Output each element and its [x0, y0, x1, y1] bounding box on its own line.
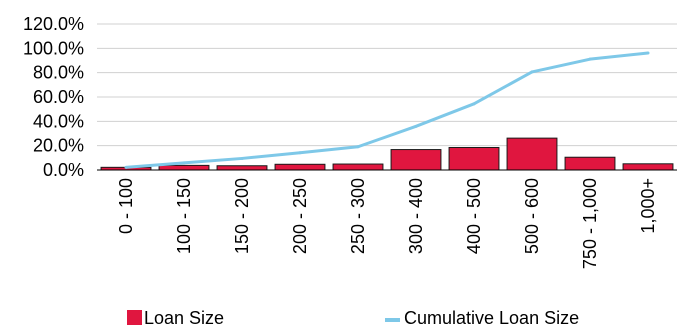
x-tick-label-250-300: 250 - 300: [348, 178, 368, 254]
x-tick-label-150-200: 150 - 200: [232, 178, 252, 254]
bar-750-1-000: [564, 156, 616, 171]
y-tick-label-60: 60.0%: [33, 87, 84, 107]
bar-150-200: [216, 165, 268, 171]
line-point-200-250: [298, 151, 302, 155]
line-point-1-000: [646, 51, 650, 55]
y-tick-label-0: 0.0%: [43, 160, 84, 180]
line-point-300-400: [414, 124, 418, 128]
line-point-150-200: [240, 156, 244, 160]
legend-swatch-loan-size: [127, 310, 142, 325]
bars: [100, 137, 674, 171]
bar-200-250: [274, 163, 326, 171]
bar-250-300: [332, 163, 384, 171]
line-point-100-150: [182, 161, 186, 165]
x-tick-label-200-250: 200 - 250: [290, 178, 310, 254]
x-tick-label-750-1-000: 750 - 1,000: [580, 178, 600, 269]
bar-100-150: [158, 164, 210, 171]
x-tick-label-300-400: 300 - 400: [406, 178, 426, 254]
legend-swatch-cumulative-loan-size: [385, 318, 400, 322]
x-tick-label-100-150: 100 - 150: [174, 178, 194, 254]
legend-item-cumulative-loan-size: Cumulative Loan Size: [385, 308, 579, 328]
bar-500-600: [506, 137, 558, 171]
x-tick-label-500-600: 500 - 600: [522, 178, 542, 254]
y-tick-label-40: 40.0%: [33, 111, 84, 131]
bar-1-000: [622, 163, 674, 171]
y-tick-label-120: 120.0%: [23, 14, 84, 34]
line-point-500-600: [530, 70, 534, 74]
legend-label-cumulative-loan-size: Cumulative Loan Size: [404, 308, 579, 328]
x-tick-label-400-500: 400 - 500: [464, 178, 484, 254]
line-point-750-1-000: [588, 57, 592, 61]
x-axis-ticks: 0 - 100 100 - 150 150 - 200 200 - 250 250 - …: [116, 178, 658, 269]
y-tick-label-80: 80.0%: [33, 63, 84, 83]
legend-label-loan-size: Loan Size: [144, 308, 224, 328]
bar-400-500: [448, 146, 500, 171]
x-tick-label-0-100: 0 - 100: [116, 178, 136, 234]
legend: Loan Size Cumulative Loan Size: [127, 308, 579, 328]
x-tick-label-1-000: 1,000+: [638, 178, 658, 234]
cumulative-line: [124, 51, 650, 169]
bar-300-400: [390, 149, 442, 171]
series-line-cumulative-loan-size: [125, 51, 649, 169]
y-tick-label-20: 20.0%: [33, 136, 84, 156]
line-point-0-100: [124, 165, 128, 169]
legend-item-loan-size: Loan Size: [127, 308, 224, 328]
line-point-400-500: [472, 102, 476, 106]
y-tick-label-100: 100.0%: [23, 38, 84, 58]
line-point-250-300: [356, 145, 360, 149]
gridlines: [97, 23, 677, 147]
y-axis-ticks: 0.0% 20.0% 40.0% 60.0% 80.0% 100.0% 120.0%: [23, 14, 84, 180]
